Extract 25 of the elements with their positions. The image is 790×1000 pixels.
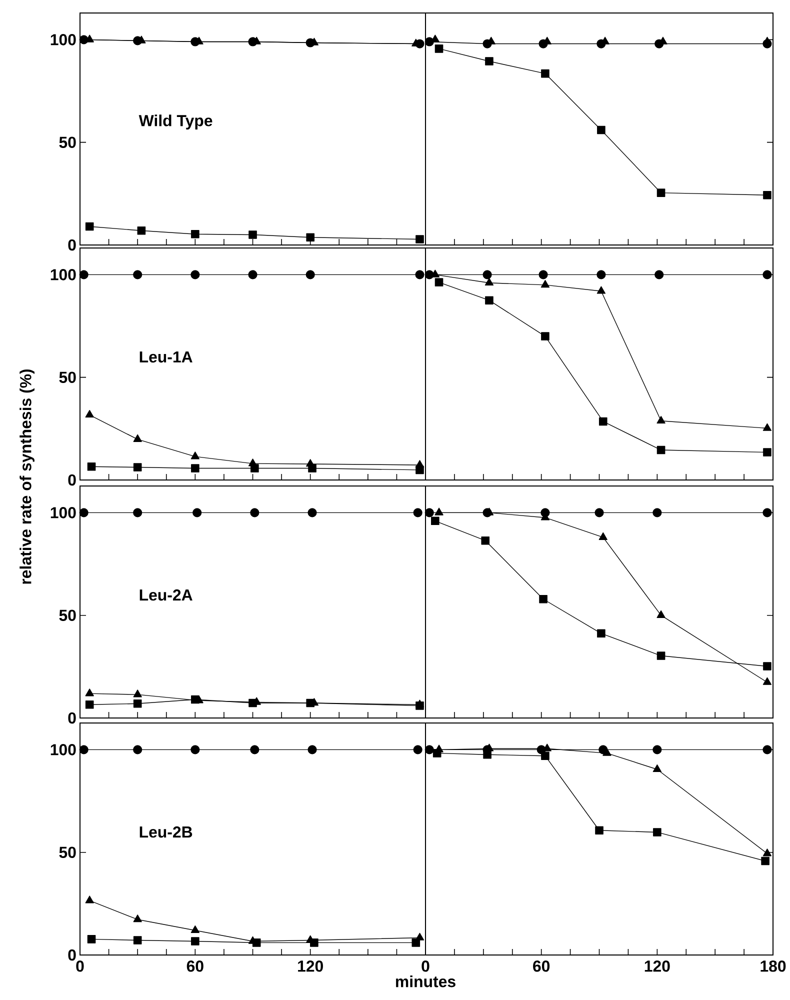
- x-tick-label: 60: [187, 960, 204, 972]
- y-tick-label: 50: [59, 610, 76, 621]
- y-tick-label: 0: [68, 239, 76, 251]
- text: Wild Type: [139, 114, 212, 130]
- x-axis-title: minutes: [396, 976, 456, 988]
- y-tick-label: 100: [51, 269, 76, 280]
- x-tick-label: 60: [533, 960, 550, 972]
- y-tick-label: 100: [51, 744, 76, 756]
- text: Leu-2A: [140, 589, 193, 601]
- y-tick-label: 50: [59, 846, 76, 858]
- y-tick-label: 0: [68, 712, 76, 724]
- y-axis-title: relative rate of synthesis (%): [20, 369, 35, 584]
- text: Leu-1A: [140, 351, 193, 363]
- y-tick-label: 50: [59, 372, 76, 383]
- x-tick-label: 180: [760, 960, 786, 972]
- x-tick-label: 0: [422, 960, 430, 972]
- y-tick-label: 0: [68, 949, 76, 961]
- x-tick-label: 120: [645, 960, 670, 972]
- x-tick-label: 120: [298, 960, 324, 972]
- x-tick-label: 0: [76, 960, 84, 972]
- text: Leu-2B: [140, 826, 192, 838]
- y-tick-label: 100: [51, 507, 76, 518]
- y-tick-label: 0: [68, 474, 76, 486]
- y-tick-label: 50: [59, 136, 76, 148]
- y-tick-label: 100: [51, 34, 76, 46]
